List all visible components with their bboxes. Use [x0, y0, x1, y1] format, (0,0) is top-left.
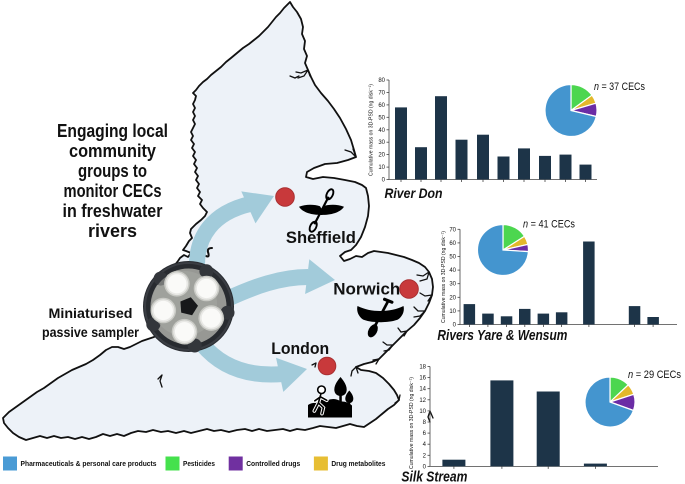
- svg-text:18: 18: [419, 365, 426, 371]
- svg-text:n = 41 CECs: n = 41 CECs: [523, 219, 575, 231]
- svg-text:14: 14: [419, 387, 426, 393]
- svg-text:Cumulative mass on 3D-PSD (ng: Cumulative mass on 3D-PSD (ng disk⁻¹): [369, 84, 375, 176]
- svg-text:monitor CECs: monitor CECs: [64, 180, 162, 201]
- svg-text:Engaging local: Engaging local: [57, 120, 168, 141]
- svg-text:80: 80: [378, 78, 385, 84]
- svg-text:30: 30: [378, 140, 385, 146]
- svg-text:0: 0: [382, 178, 386, 184]
- svg-text:Rivers Yare & Wensum: Rivers Yare & Wensum: [437, 327, 567, 344]
- svg-text:Cumulative mass on 3D-PSD (ng: Cumulative mass on 3D-PSD (ng disk⁻¹): [409, 377, 415, 469]
- svg-text:Sheffield: Sheffield: [286, 228, 356, 247]
- svg-text:8: 8: [423, 420, 427, 426]
- svg-text:10: 10: [378, 165, 385, 171]
- svg-text:4: 4: [423, 442, 427, 448]
- svg-text:60: 60: [449, 241, 456, 247]
- svg-text:0: 0: [423, 464, 427, 470]
- svg-text:Cumulative mass on 3D-PSD (ng: Cumulative mass on 3D-PSD (ng disk⁻¹): [441, 231, 447, 323]
- svg-text:River Don: River Don: [385, 185, 443, 201]
- svg-text:40: 40: [378, 128, 385, 134]
- svg-text:50: 50: [378, 115, 385, 121]
- svg-text:10: 10: [419, 409, 426, 415]
- svg-text:20: 20: [378, 153, 385, 159]
- svg-text:70: 70: [378, 90, 385, 96]
- svg-text:n = 29 CECs: n = 29 CECs: [628, 369, 681, 381]
- svg-text:70: 70: [449, 227, 456, 233]
- svg-text:50: 50: [449, 255, 456, 261]
- svg-text:Pesticides: Pesticides: [183, 459, 215, 468]
- svg-text:Controlled drugs: Controlled drugs: [246, 459, 300, 468]
- svg-text:groups to: groups to: [78, 160, 147, 181]
- svg-text:20: 20: [449, 295, 456, 301]
- svg-text:12: 12: [419, 398, 426, 404]
- svg-text:60: 60: [378, 103, 385, 109]
- svg-text:Silk Stream: Silk Stream: [401, 469, 467, 484]
- svg-text:passive sampler: passive sampler: [42, 324, 139, 340]
- svg-text:in freshwater: in freshwater: [63, 200, 163, 221]
- svg-text:0: 0: [453, 323, 457, 329]
- svg-text:London: London: [271, 339, 329, 358]
- svg-text:40: 40: [449, 268, 456, 274]
- svg-text:Miniaturised: Miniaturised: [49, 305, 133, 321]
- svg-text:Norwich: Norwich: [333, 280, 400, 299]
- svg-text:community: community: [69, 140, 157, 161]
- svg-text:16: 16: [419, 376, 426, 382]
- svg-text:rivers: rivers: [88, 220, 137, 241]
- svg-text:Drug metabolites: Drug metabolites: [331, 459, 385, 468]
- svg-text:2: 2: [423, 453, 427, 459]
- svg-text:10: 10: [449, 309, 456, 315]
- svg-text:Pharmaceuticals & personal car: Pharmaceuticals & personal care products: [21, 459, 157, 468]
- svg-text:n = 37 CECs: n = 37 CECs: [594, 81, 645, 93]
- svg-text:30: 30: [449, 282, 456, 288]
- svg-text:6: 6: [423, 431, 427, 437]
